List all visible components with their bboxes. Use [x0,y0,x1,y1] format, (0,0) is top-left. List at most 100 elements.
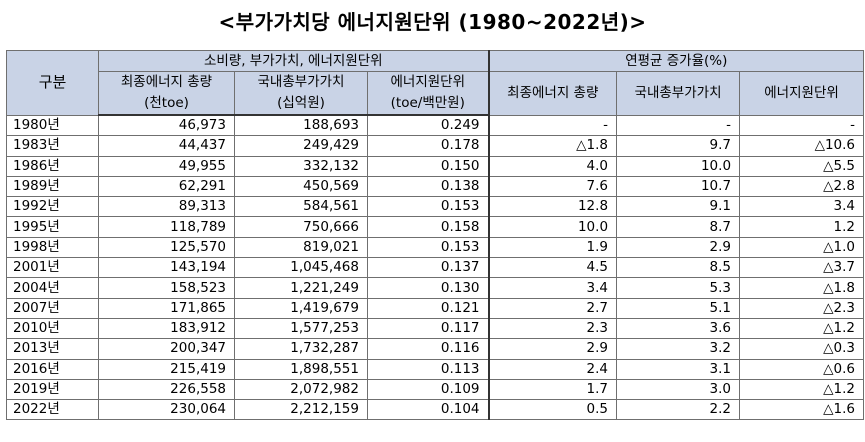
value-added-growth-cell: 9.7 [616,135,741,157]
final-energy-growth-cell: 12.8 [488,196,618,218]
table-row: 1995년 118,789 750,666 0.158 10.0 8.7 1.2 [6,216,865,238]
table-row: 2007년 171,865 1,419,679 0.121 2.7 5.1 △2.3 [6,297,865,319]
year-cell: 1980년 [6,114,99,137]
final-energy-cell: 46,973 [98,114,235,137]
energy-intensity-cell: 0.117 [366,317,490,340]
table-title: <부가가치당 에너지원단위 (1980~2022년)> [218,10,647,34]
energy-intensity-growth-cell: △5.5 [739,155,865,177]
final-energy-growth-cell: 3.4 [488,277,618,299]
table-row: 2022년 230,064 2,212,159 0.104 0.5 2.2 △1.6 [6,399,865,421]
final-energy-cell: 49,955 [98,155,235,177]
energy-intensity-growth-cell: - [739,114,865,137]
final-energy-growth-cell: 2.7 [488,297,618,319]
value-added-cell: 1,221,249 [234,277,368,299]
col-energy-intensity-unit: (toe/백만원) [366,93,490,116]
col-final-energy-header: 최종에너지 총량 [98,71,235,93]
final-energy-growth-cell: 2.4 [488,358,618,380]
value-added-growth-cell: 2.9 [616,236,741,259]
col-final-energy-unit: (천toe) [98,93,235,116]
year-cell: 2013년 [6,338,99,360]
table-row: 1989년 62,291 450,569 0.138 7.6 10.7 △2.8 [6,175,865,198]
energy-intensity-table: 구분 소비량, 부가가치, 에너지원단위 연평균 증가율(%) 최종에너지 총량… [6,50,865,421]
energy-intensity-growth-cell: 1.2 [739,216,865,238]
group-header-growth-rate: 연평균 증가율(%) [488,50,865,72]
value-added-cell: 1,898,551 [234,358,368,380]
energy-intensity-growth-cell: △1.0 [739,236,865,259]
value-added-growth-cell: 3.6 [616,317,741,340]
group-header-consumption: 소비량, 부가가치, 에너지원단위 [97,50,490,72]
value-added-growth-cell: 5.1 [616,297,741,319]
final-energy-growth-cell: △1.8 [488,135,618,157]
year-cell: 1998년 [6,236,99,259]
final-energy-growth-cell: 2.3 [488,317,618,340]
energy-intensity-growth-cell: 3.4 [739,196,865,218]
energy-intensity-growth-cell: △0.3 [739,338,865,360]
energy-intensity-cell: 0.104 [366,399,490,421]
value-added-growth-cell: 8.7 [616,216,741,238]
energy-intensity-cell: 0.249 [366,114,490,137]
value-added-cell: 584,561 [234,196,368,218]
energy-intensity-cell: 0.158 [366,216,490,238]
final-energy-cell: 200,347 [98,338,235,360]
energy-intensity-cell: 0.109 [366,378,490,401]
value-added-growth-cell: 2.2 [616,399,741,421]
final-energy-growth-cell: 10.0 [488,216,618,238]
value-added-cell: 332,132 [234,155,368,177]
col-energy-intensity-header: 에너지원단위 [366,71,490,93]
final-energy-cell: 62,291 [98,175,235,198]
value-added-growth-cell: 10.0 [616,155,741,177]
energy-intensity-growth-cell: △1.2 [739,378,865,401]
value-added-cell: 2,212,159 [234,399,368,421]
table-row: 2013년 200,347 1,732,287 0.116 2.9 3.2 △0.3 [6,338,865,360]
table-row: 2010년 183,912 1,577,253 0.117 2.3 3.6 △1.2 [6,317,865,340]
value-added-cell: 819,021 [234,236,368,259]
value-added-cell: 188,693 [234,114,368,137]
final-energy-cell: 118,789 [98,216,235,238]
row-label-header: 구분 [6,50,99,116]
year-cell: 2001년 [6,257,99,279]
value-added-cell: 1,577,253 [234,317,368,340]
energy-intensity-growth-cell: △0.6 [739,358,865,380]
final-energy-cell: 215,419 [98,358,235,380]
final-energy-cell: 89,313 [98,196,235,218]
final-energy-cell: 226,558 [98,378,235,401]
final-energy-growth-cell: - [488,114,618,137]
value-added-cell: 450,569 [234,175,368,198]
final-energy-cell: 125,570 [98,236,235,259]
table-row: 1998년 125,570 819,021 0.153 1.9 2.9 △1.0 [6,236,865,259]
final-energy-growth-cell: 1.7 [488,378,618,401]
final-energy-cell: 183,912 [98,317,235,340]
year-cell: 2007년 [6,297,99,319]
value-added-cell: 750,666 [234,216,368,238]
value-added-growth-cell: 3.0 [616,378,741,401]
value-added-cell: 1,045,468 [234,257,368,279]
table-row: 2001년 143,194 1,045,468 0.137 4.5 8.5 △3.7 [6,257,865,279]
final-energy-cell: 143,194 [98,257,235,279]
energy-intensity-growth-cell: △2.3 [739,297,865,319]
col-value-added-unit: (십억원) [234,93,368,116]
table-row: 2016년 215,419 1,898,551 0.113 2.4 3.1 △0.6 [6,358,865,380]
year-cell: 1995년 [6,216,99,238]
year-cell: 2022년 [6,399,99,421]
final-energy-cell: 171,865 [98,297,235,319]
col-energy-intensity-growth-header: 에너지원단위 [739,71,865,116]
year-cell: 1986년 [6,155,99,177]
energy-intensity-cell: 0.113 [366,358,490,380]
final-energy-growth-cell: 4.0 [488,155,618,177]
value-added-growth-cell: 3.2 [616,338,741,360]
value-added-cell: 2,072,982 [234,378,368,401]
final-energy-cell: 158,523 [98,277,235,299]
energy-intensity-cell: 0.150 [366,155,490,177]
energy-intensity-cell: 0.178 [366,135,490,157]
value-added-cell: 1,419,679 [234,297,368,319]
year-cell: 1992년 [6,196,99,218]
energy-intensity-growth-cell: △3.7 [739,257,865,279]
table-row: 1980년 46,973 188,693 0.249- - - [6,114,865,137]
final-energy-cell: 230,064 [98,399,235,421]
energy-intensity-cell: 0.138 [366,175,490,198]
year-cell: 1983년 [6,135,99,157]
energy-intensity-cell: 0.153 [366,236,490,259]
value-added-cell: 1,732,287 [234,338,368,360]
energy-intensity-cell: 0.153 [366,196,490,218]
value-added-growth-cell: 8.5 [616,257,741,279]
